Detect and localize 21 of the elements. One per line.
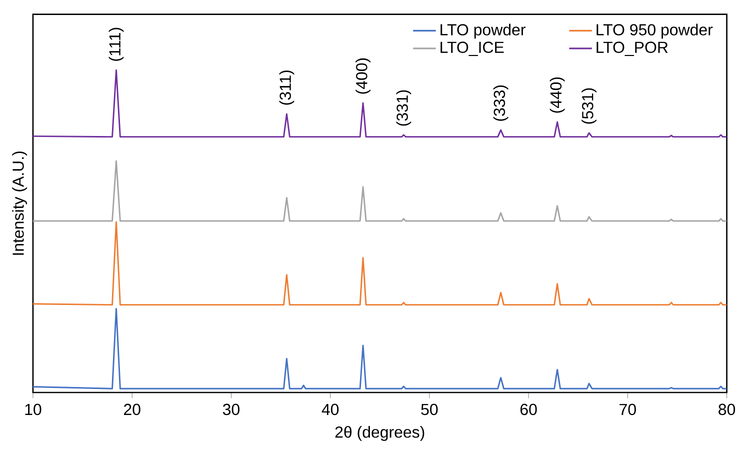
x-tick-label: 80 [718, 404, 736, 415]
x-tick-label: 10 [25, 404, 42, 415]
x-axis-title: 2θ (degrees) [335, 426, 424, 441]
annotation: (440) [550, 77, 565, 113]
x-tick-label: 50 [421, 404, 438, 415]
legend-label: LTO 950 powder [596, 23, 713, 38]
legend-label: LTO_POR [596, 41, 668, 56]
x-tick-label: 70 [620, 404, 636, 415]
x-tick-label: 30 [222, 404, 240, 415]
x-tick-label: 20 [124, 404, 140, 415]
x-tick-label: 40 [322, 404, 339, 415]
annotation: (331) [396, 90, 412, 126]
annotation: (311) [279, 70, 294, 104]
annotation: (111) [108, 28, 124, 61]
annotation: (531) [582, 88, 596, 124]
annotation: (400) [356, 58, 370, 94]
x-tick-label: 60 [520, 404, 537, 415]
y-axis-title: Intensity (A.U.) [12, 151, 28, 255]
annotation: (333) [493, 85, 508, 121]
legend-label: LTO powder [440, 23, 526, 38]
legend-label: LTO_ICE [440, 41, 504, 56]
